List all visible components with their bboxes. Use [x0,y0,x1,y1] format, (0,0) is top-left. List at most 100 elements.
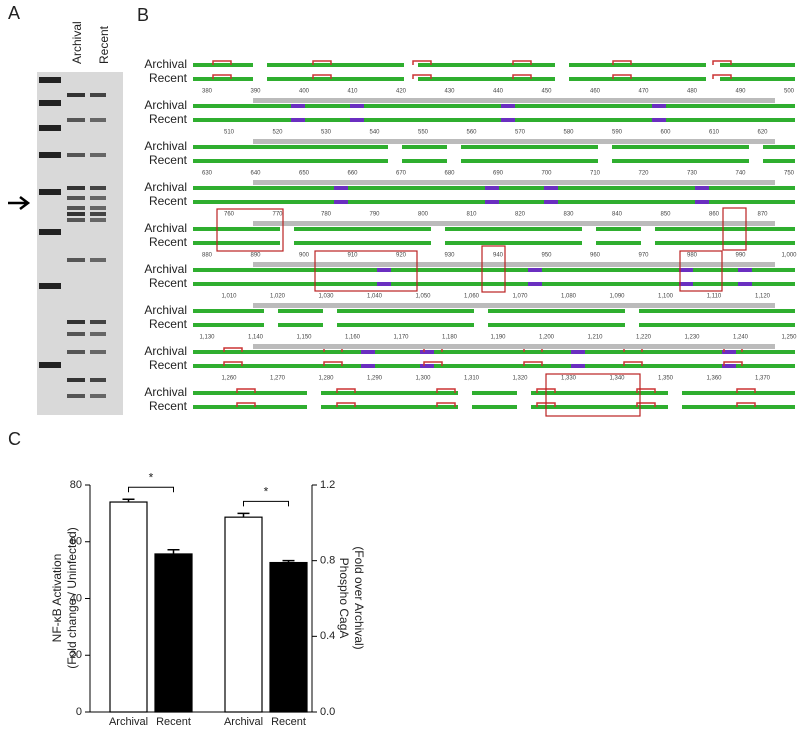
domain [253,139,775,144]
indel [523,361,543,366]
ruler-label: 820 [515,212,526,218]
row-label: Archival [144,221,187,235]
band [39,125,61,131]
gap [420,364,434,368]
band [39,283,61,289]
lane-label: Recent [97,25,111,64]
band [67,218,85,222]
gap [695,186,709,190]
indel [412,74,432,79]
gap [668,391,682,395]
gap [517,405,531,409]
significance-label: * [149,470,154,484]
gap [323,309,337,313]
band [90,212,106,216]
band [90,206,106,210]
category-label: Archival [109,716,148,728]
tick-label: 80 [70,479,82,491]
tick-label: 40 [70,592,82,604]
gap [474,309,488,313]
track [193,63,795,67]
highlight-box [679,250,723,292]
row-label: Archival [144,303,187,317]
track [193,405,795,409]
gap [528,268,542,272]
ruler-label: 520 [272,130,283,136]
gap [431,227,445,231]
indel [236,402,256,407]
ruler-label: 1,200 [539,335,555,341]
gap [388,159,402,163]
ruler-label: 1,220 [636,335,652,341]
ruler-label: 550 [418,130,429,136]
ruler-label: 480 [687,89,698,95]
gap [598,159,612,163]
gap [571,350,585,354]
domain [253,344,775,349]
ruler-label: 1,160 [345,335,361,341]
band [67,206,85,210]
gap [582,227,596,231]
ruler-label: 770 [272,212,283,218]
track [193,77,795,81]
band [90,320,106,324]
y-axis-label: NF-κB Activation [50,554,64,643]
ruler-label: 1,170 [393,335,409,341]
domain [253,180,775,185]
gap [280,241,294,245]
ruler-label: 640 [250,171,261,177]
highlight-box [722,207,747,251]
gap [679,268,693,272]
gap [458,391,472,395]
ruler-label: 650 [299,171,310,177]
ruler-label: 1,000 [781,253,797,259]
band [67,378,85,382]
track [193,145,795,149]
row-label: Recent [149,358,188,372]
ruler-label: 380 [202,89,213,95]
ruler-label: 690 [493,171,504,177]
indel [236,388,256,393]
ruler-label: 1,230 [684,335,700,341]
gap [334,186,348,190]
gap [350,104,364,108]
track [193,159,795,163]
tick-label: 1.2 [320,479,335,491]
tick-label: 0 [76,706,82,718]
gap [291,118,305,122]
gap [431,241,445,245]
ruler-label: 460 [590,89,601,95]
gap [738,268,752,272]
row-label: Archival [144,98,187,112]
gap [641,227,655,231]
band [67,186,85,190]
ruler-label: 1,330 [561,376,577,382]
bar [224,516,263,713]
gap [323,323,337,327]
band [67,258,85,262]
ruler-label: 920 [396,253,407,259]
ruler-label: 970 [638,253,649,259]
gap [598,145,612,149]
row-label: Archival [144,57,187,71]
significance-label: * [264,485,269,499]
gap [555,63,569,67]
ruler-label: 400 [299,89,310,95]
gap [307,405,321,409]
domain [253,303,775,308]
indel [336,402,356,407]
ruler-label: 710 [590,171,601,177]
indel [212,74,232,79]
ruler-label: 1,070 [512,294,528,300]
gap [571,364,585,368]
ruler-label: 930 [444,253,455,259]
ruler-label: 1,280 [318,376,334,382]
row-label: Recent [149,112,188,126]
gap [458,405,472,409]
ruler-label: 960 [590,253,601,259]
ruler-label: 1,110 [707,294,722,300]
band [39,229,61,235]
ruler-label: 1,260 [221,376,237,382]
indel [612,60,632,65]
